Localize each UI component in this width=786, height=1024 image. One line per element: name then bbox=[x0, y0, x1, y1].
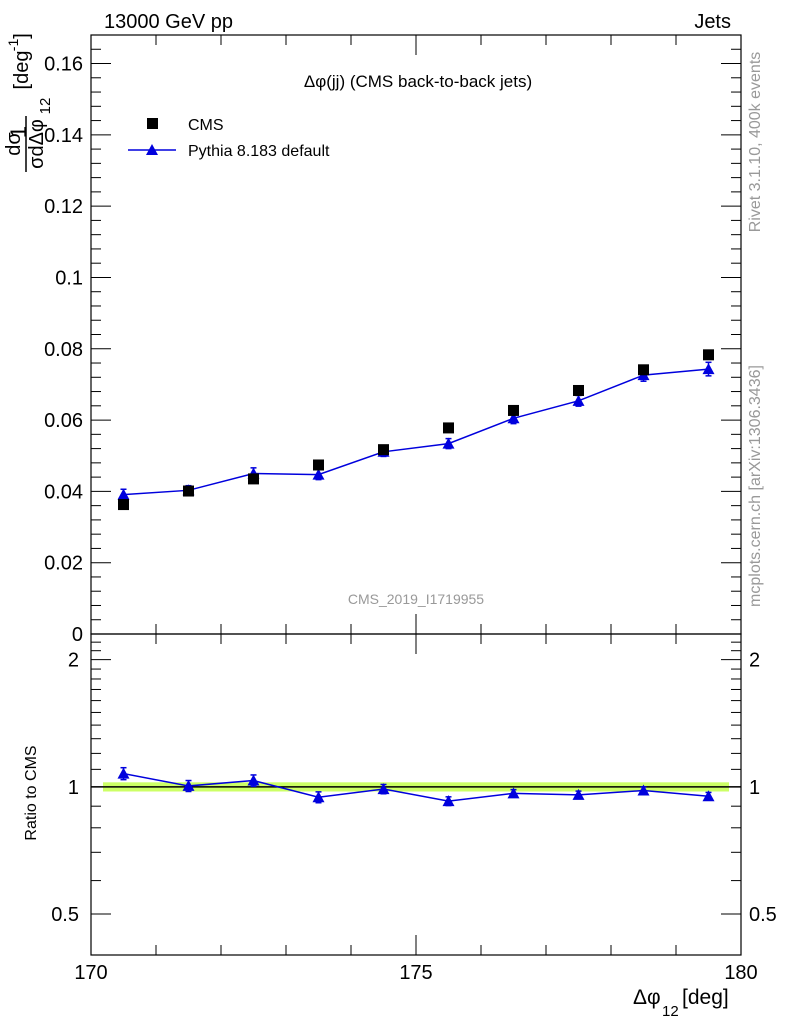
x-tick-label: 180 bbox=[724, 962, 757, 984]
main-y-tick-label: 0.14 bbox=[44, 125, 83, 147]
ratio-y-tick-label: 0.5 bbox=[51, 904, 79, 926]
cms-point bbox=[378, 444, 389, 456]
ratio-y-tick-label-right: 0.5 bbox=[749, 904, 777, 926]
x-label-subscript: 12 bbox=[662, 1003, 679, 1020]
cms-point bbox=[118, 499, 129, 511]
x-tick-label: 170 bbox=[74, 962, 107, 984]
cms-point bbox=[183, 485, 194, 497]
ratio-y-tick-label-right: 2 bbox=[749, 650, 760, 672]
cms-point bbox=[573, 384, 584, 396]
legend-pythia-marker bbox=[146, 144, 158, 155]
chart-title: Δφ(jj) (CMS back-to-back jets) bbox=[304, 72, 532, 91]
pythia-series-line bbox=[123, 368, 709, 496]
x-label-unit: [deg] bbox=[682, 986, 729, 1009]
legend-cms-marker bbox=[147, 118, 158, 129]
ratio-y-axis-label: Ratio to CMS bbox=[23, 745, 40, 840]
ratio-reference-band bbox=[91, 782, 741, 792]
y-label-unit-close: ] bbox=[11, 33, 33, 39]
main-y-tick-label: 0.02 bbox=[44, 553, 83, 575]
main-y-tick-label: 0.1 bbox=[55, 267, 83, 289]
legend: CMS Pythia 8.183 default bbox=[128, 117, 330, 160]
legend-cms-label: CMS bbox=[188, 117, 224, 134]
mcplots-label: mcplots.cern.ch [arXiv:1306.3436] bbox=[747, 365, 764, 607]
pythia-point bbox=[312, 468, 325, 480]
main-y-tick-label: 0.04 bbox=[44, 481, 83, 503]
pythia-point bbox=[117, 488, 130, 500]
cms-point bbox=[508, 404, 519, 416]
ratio-panel-frame bbox=[90, 633, 742, 956]
x-axis-label: Δφ 12 [deg] bbox=[633, 986, 729, 1020]
main-y-tick-label: 0.16 bbox=[44, 54, 83, 76]
pythia-point bbox=[442, 437, 455, 449]
rivet-label: Rivet 3.1.10, 400k events bbox=[747, 52, 764, 233]
pythia-point bbox=[702, 363, 715, 375]
ratio-series-line bbox=[123, 772, 709, 802]
cms-point bbox=[248, 473, 259, 485]
main-y-tick-label: 0.08 bbox=[44, 339, 83, 361]
ratio-point bbox=[117, 767, 130, 779]
ratio-point bbox=[247, 774, 260, 786]
ratio-y-tick-label: 1 bbox=[68, 777, 79, 799]
ratio-point bbox=[312, 791, 325, 803]
watermark: CMS_2019_I1719955 bbox=[348, 591, 484, 607]
pythia-point bbox=[572, 394, 585, 406]
y-label-denominator: σdΔφ bbox=[26, 119, 48, 169]
y-label-numerator: dσ bbox=[3, 132, 25, 156]
header-left-label: 13000 GeV pp bbox=[104, 11, 233, 33]
main-y-tick-label: 0.12 bbox=[44, 196, 83, 218]
ratio-y-tick-label-right: 1 bbox=[749, 777, 760, 799]
frames bbox=[90, 34, 742, 956]
ratio-point bbox=[702, 790, 715, 802]
cms-point bbox=[443, 422, 454, 434]
y-label-unit-exponent: -1 bbox=[5, 39, 21, 52]
ratio-point bbox=[442, 795, 455, 807]
ratio-point bbox=[637, 784, 650, 796]
y-label-unit: [deg bbox=[11, 51, 33, 90]
main-y-axis-label: 1 dσ σdΔφ 12 [deg -1 ] bbox=[3, 33, 54, 172]
x-label-symbol: Δφ bbox=[633, 986, 661, 1009]
axes: 0 0.02 0.04 0.06 0.08 0.1 0.12 0.14 0.16 170 175 18… bbox=[44, 35, 777, 984]
ratio-point bbox=[182, 779, 195, 791]
main-y-tick-label: 0.06 bbox=[44, 410, 83, 432]
ratio-point bbox=[572, 788, 585, 800]
y-label-subscript: 12 bbox=[37, 98, 54, 115]
x-tick-label: 175 bbox=[399, 962, 432, 984]
main-y-tick-label: 0 bbox=[72, 624, 83, 646]
cms-point bbox=[703, 349, 714, 361]
ratio-point bbox=[507, 787, 520, 799]
y-label-one: 1 bbox=[6, 126, 31, 138]
pythia-point bbox=[507, 412, 520, 424]
cms-point bbox=[313, 459, 324, 471]
ratio-y-tick-label: 2 bbox=[68, 650, 79, 672]
header-right-label: Jets bbox=[694, 11, 731, 33]
ratio-point bbox=[377, 783, 390, 795]
cms-point bbox=[638, 364, 649, 376]
plot-series bbox=[117, 349, 715, 807]
legend-pythia-label: Pythia 8.183 default bbox=[188, 143, 330, 160]
